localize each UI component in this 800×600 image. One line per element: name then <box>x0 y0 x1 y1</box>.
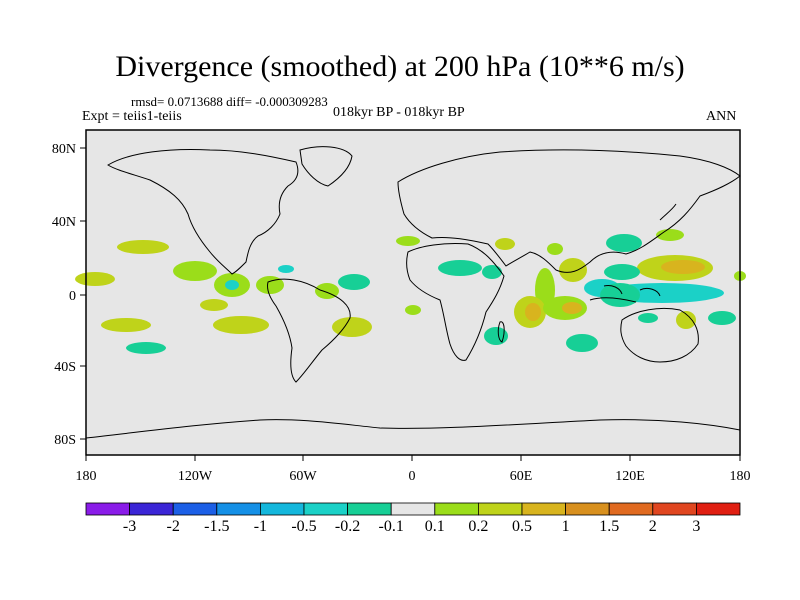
lat-label-40n: 40N <box>52 215 76 230</box>
colorbar-swatch <box>521 502 566 516</box>
colorbar-swatch <box>696 502 741 516</box>
lon-ticks <box>85 455 741 461</box>
colorbar-label: -0.2 <box>334 518 361 535</box>
colorbar-swatch <box>390 502 436 516</box>
colorbar-label: -1.5 <box>204 518 230 535</box>
lon-label-0: 0 <box>409 469 416 484</box>
lat-ticks <box>80 147 86 440</box>
colorbar-swatch <box>608 502 654 516</box>
map-frame <box>85 129 741 456</box>
lon-label-120e: 120E <box>615 469 645 484</box>
colorbar-swatch <box>477 502 523 516</box>
colorbar-swatch <box>303 502 348 516</box>
colorbar-label: 1 <box>561 518 570 535</box>
colorbar <box>85 502 741 516</box>
lat-label-80s: 80S <box>54 433 76 448</box>
colorbar-label: -1 <box>253 518 268 535</box>
colorbar-swatch <box>347 502 392 516</box>
colorbar-label: 3 <box>692 518 701 535</box>
lat-label-0: 0 <box>69 289 76 304</box>
colorbar-label: 0.2 <box>468 518 489 535</box>
colorbar-label: -0.5 <box>291 518 317 535</box>
colorbar-swatch <box>216 502 261 516</box>
lon-label-180e: 180 <box>730 469 751 484</box>
lon-label-60e: 60E <box>510 469 533 484</box>
lon-label-60w: 60W <box>289 469 317 484</box>
lat-label-80n: 80N <box>52 142 76 157</box>
colorbar-swatch <box>652 502 697 516</box>
colorbar-label: -2 <box>166 518 180 535</box>
colorbar-swatch <box>85 502 130 516</box>
colorbar-label: -0.1 <box>378 518 404 535</box>
colorbar-label: 2 <box>648 518 657 535</box>
colorbar-swatch <box>434 502 479 516</box>
coastlines <box>85 146 741 439</box>
period-label: 018kyr BP - 018kyr BP <box>333 105 465 120</box>
lon-label-120w: 120W <box>178 469 213 484</box>
lat-label-40s: 40S <box>54 360 76 375</box>
experiment-label: Expt = teiis1-teiis <box>82 109 182 124</box>
colorbar-swatch <box>565 502 610 516</box>
colorbar-label: 0.5 <box>512 518 532 535</box>
colorbar-label: 0.1 <box>424 518 445 535</box>
colorbar-label: -3 <box>122 518 137 535</box>
plot-title: Divergence (smoothed) at 200 hPa (10**6 … <box>115 50 685 83</box>
colorbar-swatch <box>129 502 174 516</box>
colorbar-swatch <box>259 502 305 516</box>
season-label: ANN <box>706 109 737 124</box>
colorbar-swatch <box>172 502 218 516</box>
lon-label-180w: 180 <box>76 469 97 484</box>
colorbar-label: 1.5 <box>599 518 620 535</box>
stats-text: rmsd= 0.0713688 diff= -0.000309283 <box>131 94 328 109</box>
divergence-field <box>75 229 746 354</box>
